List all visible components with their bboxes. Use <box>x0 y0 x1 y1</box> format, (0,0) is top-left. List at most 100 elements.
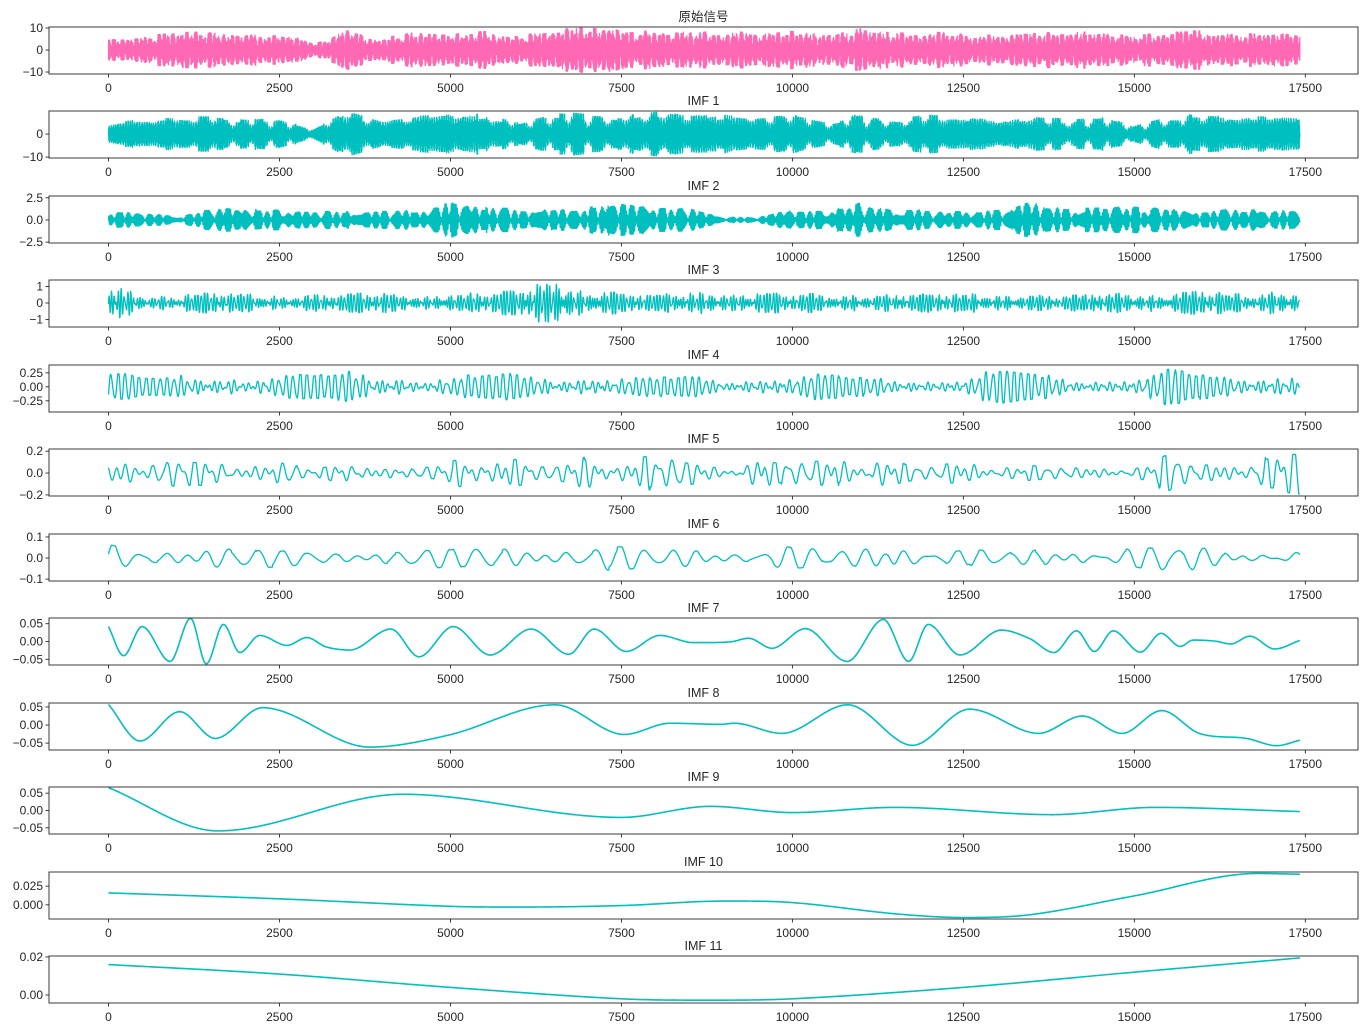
y-tick-label: 0.025 <box>13 879 43 893</box>
x-tick-label: 17500 <box>1289 672 1323 686</box>
x-tick-label: 7500 <box>608 334 635 348</box>
x-tick-label: 17500 <box>1289 841 1323 855</box>
subplot-title: IMF 2 <box>688 179 720 193</box>
x-tick-label: 12500 <box>947 503 981 517</box>
x-tick-label: 12500 <box>947 1010 981 1024</box>
x-tick-label: 17500 <box>1289 926 1323 940</box>
axes-frame <box>48 364 1359 413</box>
subplot-title: IMF 10 <box>684 855 723 869</box>
x-tick-label: 5000 <box>437 81 464 95</box>
x-tick-label: 15000 <box>1118 419 1152 433</box>
x-tick-label: 0 <box>105 250 112 264</box>
x-tick-label: 0 <box>105 334 112 348</box>
subplot-4: IMF 4 0.250.00−0.25 0 2500 5000 7500 10000 1250… <box>13 348 1359 433</box>
x-tick-label: 17500 <box>1289 1010 1323 1024</box>
y-tick-label: 0.05 <box>20 786 44 800</box>
x-tick-label: 12500 <box>947 672 981 686</box>
y-tick-label: 0.2 <box>26 444 43 458</box>
subplot-title: IMF 11 <box>685 939 723 953</box>
subplot-title: IMF 3 <box>688 263 720 277</box>
axes-frame <box>48 617 1359 666</box>
series-line-5 <box>107 453 1301 495</box>
x-tick-label: 2500 <box>266 334 293 348</box>
series-line-3 <box>107 283 1301 323</box>
x-tick-label: 5000 <box>437 250 464 264</box>
x-tick-label: 10000 <box>776 81 810 95</box>
series-line-4 <box>107 368 1301 406</box>
y-tick-label: 0.05 <box>20 617 44 631</box>
x-tick-label: 10000 <box>776 165 810 179</box>
x-tick-label: 2500 <box>266 926 293 940</box>
x-tick-label: 10000 <box>776 588 810 602</box>
x-tick-label: 2500 <box>266 165 293 179</box>
x-tick-label: 10000 <box>776 757 810 771</box>
x-tick-label: 7500 <box>608 672 635 686</box>
x-tick-label: 0 <box>105 419 112 433</box>
y-tick-label: −0.05 <box>13 652 44 666</box>
x-tick-label: 17500 <box>1289 334 1323 348</box>
x-tick-label: 5000 <box>437 334 464 348</box>
x-tick-label: 17500 <box>1289 81 1323 95</box>
axes-frame <box>48 702 1359 751</box>
x-tick-label: 0 <box>105 757 112 771</box>
x-tick-label: 2500 <box>266 841 293 855</box>
x-tick-label: 7500 <box>608 757 635 771</box>
x-tick-label: 7500 <box>608 841 635 855</box>
y-tick-label: −10 <box>23 65 44 79</box>
x-tick-label: 5000 <box>437 841 464 855</box>
y-tick-label: 0.25 <box>20 366 44 380</box>
y-tick-label: 2.5 <box>26 191 43 205</box>
x-tick-label: 17500 <box>1289 588 1323 602</box>
x-tick-label: 17500 <box>1289 757 1323 771</box>
series-line-1 <box>107 111 1301 157</box>
x-tick-label: 12500 <box>947 926 981 940</box>
series-line-6 <box>107 544 1301 571</box>
x-tick-label: 17500 <box>1289 419 1323 433</box>
subplot-11: IMF 11 0.02 0.00 0 2500 5000 7500 10000 12500 150… <box>20 939 1359 1024</box>
subplot-0: 原始信号 10 0 −10 0 2500 5000 7500 10000 12500 15000 17… <box>23 10 1359 95</box>
subplot-6: IMF 6 0.1 0.0 −0.1 0 2500 5000 7500 10000 12500 15… <box>19 517 1359 602</box>
x-tick-label: 2500 <box>266 588 293 602</box>
x-tick-label: 12500 <box>947 81 981 95</box>
x-tick-label: 5000 <box>437 672 464 686</box>
x-tick-label: 2500 <box>266 419 293 433</box>
x-tick-label: 10000 <box>776 419 810 433</box>
y-tick-label: 0.00 <box>20 635 44 649</box>
subplot-title: IMF 5 <box>688 432 720 446</box>
subplot-9: IMF 9 0.05 0.00 −0.05 0 2500 5000 7500 10000 1250… <box>13 770 1359 855</box>
y-tick-label: 0.0 <box>26 466 43 480</box>
y-tick-label: 0.05 <box>20 700 44 714</box>
subplot-7: IMF 7 0.05 0.00 −0.05 0 2500 5000 7500 10000 1250… <box>13 601 1359 686</box>
axes-frame <box>48 533 1359 582</box>
axes-frame <box>48 871 1359 920</box>
subplot-3: IMF 3 1 0 −1 0 2500 5000 7500 10000 12500 15000 175… <box>29 263 1359 348</box>
x-tick-label: 10000 <box>776 672 810 686</box>
x-tick-label: 5000 <box>437 503 464 517</box>
x-tick-label: 12500 <box>947 419 981 433</box>
y-tick-label: −0.05 <box>13 736 44 750</box>
x-tick-label: 12500 <box>947 334 981 348</box>
x-tick-label: 7500 <box>608 503 635 517</box>
x-tick-label: 10000 <box>776 250 810 264</box>
y-tick-label: −10 <box>23 150 44 164</box>
x-tick-label: 0 <box>105 1010 112 1024</box>
y-tick-label: −0.25 <box>13 394 44 408</box>
y-tick-label: 0 <box>36 43 43 57</box>
y-tick-label: 0.00 <box>20 380 44 394</box>
series-line-7 <box>107 618 1301 665</box>
y-tick-label: 0 <box>36 127 43 141</box>
x-tick-label: 15000 <box>1118 81 1152 95</box>
subplot-5: IMF 5 0.2 0.0 −0.2 0 2500 5000 7500 10000 12500 15… <box>19 432 1359 517</box>
subplot-title: 原始信号 <box>678 10 728 24</box>
x-tick-label: 17500 <box>1289 250 1323 264</box>
y-tick-label: 10 <box>30 21 44 35</box>
subplot-title: IMF 7 <box>688 601 720 615</box>
y-tick-label: −1 <box>29 313 43 327</box>
y-tick-label: 0.000 <box>13 898 43 912</box>
x-tick-label: 15000 <box>1118 165 1152 179</box>
series-line-9 <box>108 787 1300 832</box>
y-tick-label: 0.1 <box>26 530 43 544</box>
x-tick-label: 15000 <box>1118 1010 1152 1024</box>
x-tick-label: 5000 <box>437 588 464 602</box>
